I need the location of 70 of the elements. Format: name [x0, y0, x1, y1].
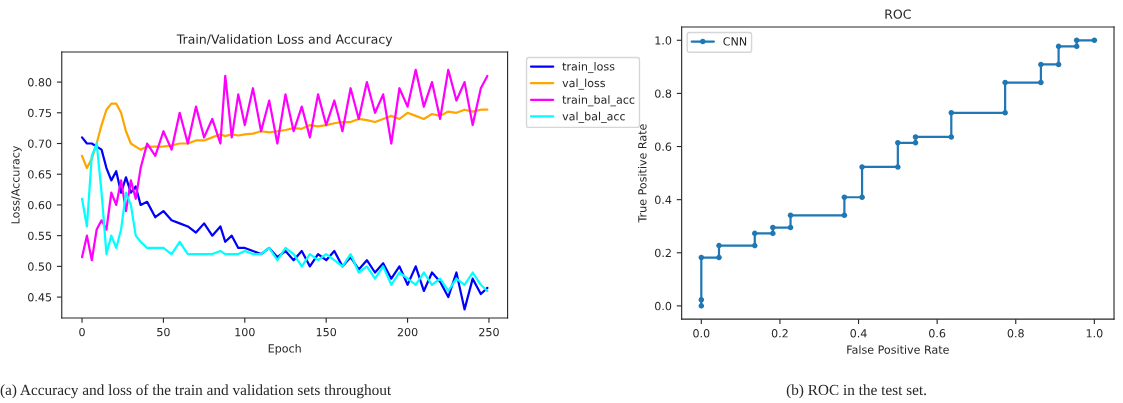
y-axis-title: True Positive Rate — [637, 124, 647, 223]
point — [948, 134, 955, 140]
y-tick-label: 0.60 — [28, 200, 52, 210]
x-axis-title: False Positive Rate — [847, 345, 949, 354]
point — [770, 230, 776, 237]
point — [859, 194, 865, 201]
y-tick-label: 0.55 — [28, 231, 52, 241]
chart-title: Train/Validation Loss and Accuracy — [176, 34, 393, 47]
x-tick-label: 0.8 — [1007, 329, 1024, 338]
y-tick-label: 0.80 — [28, 78, 52, 87]
x-tick-label: 0.2 — [771, 329, 788, 338]
point — [1055, 61, 1062, 68]
legend-label: val_loss — [562, 78, 606, 90]
line-series — [80, 68, 489, 262]
point — [1002, 79, 1008, 86]
x-tick-label: 0.4 — [850, 329, 867, 338]
point — [698, 303, 705, 309]
x-tick-label: 50 — [157, 327, 170, 337]
y-tick-label: 0.2 — [655, 248, 671, 258]
point — [895, 164, 901, 170]
y-tick-label: 0.4 — [655, 195, 672, 205]
y-tick-label: 0.70 — [28, 139, 52, 148]
point — [698, 297, 705, 303]
point — [698, 254, 705, 261]
point — [912, 134, 919, 140]
x-tick-label: 0.6 — [929, 329, 946, 338]
y-tick-label: 0.8 — [655, 89, 672, 98]
y-tick-label: 0.50 — [28, 262, 52, 271]
point — [787, 212, 794, 219]
x-tick-label: 1.0 — [1086, 329, 1103, 338]
y-axis-title: Loss/Accuracy — [11, 145, 22, 224]
point — [1073, 43, 1080, 50]
legend-label: CNN — [723, 37, 747, 46]
legend-label: train_bal_acc — [562, 95, 635, 107]
legend-label: val_bal_acc — [562, 111, 625, 123]
y-tick-label: 0.0 — [655, 301, 672, 311]
chart-title: ROC — [885, 9, 911, 19]
point — [948, 110, 955, 116]
x-tick-label: 100 — [235, 327, 255, 337]
point — [895, 140, 901, 146]
y-tick-label: 0.6 — [655, 142, 672, 151]
x-tick-label: 250 — [479, 327, 499, 337]
point — [716, 242, 722, 249]
point — [1091, 37, 1098, 44]
x-tick-label: 200 — [397, 327, 418, 337]
point — [841, 212, 848, 219]
point — [770, 224, 776, 231]
point — [912, 140, 919, 146]
legend-label: train_loss — [562, 61, 615, 74]
point — [1073, 37, 1080, 44]
text: (a) Accuracy and loss of the train and validation sets throughout — [0, 384, 392, 399]
text: (b) ROC in the test set. — [786, 384, 926, 399]
point — [751, 242, 758, 249]
x-tick-label: 150 — [316, 327, 337, 337]
y-tick-label: 0.75 — [28, 108, 52, 118]
x-axis-title: Epoch — [268, 344, 301, 355]
point — [1002, 110, 1008, 116]
point — [751, 230, 758, 237]
y-tick-label: 0.65 — [28, 170, 52, 179]
point — [841, 194, 848, 201]
x-tick-label: 0.0 — [693, 329, 710, 338]
point — [716, 254, 722, 261]
point — [859, 164, 865, 170]
line-series — [80, 102, 489, 170]
x-tick-label: 0 — [79, 327, 85, 337]
point — [1055, 43, 1062, 50]
point — [1038, 61, 1044, 68]
point — [1038, 79, 1044, 86]
y-tick-label: 1.0 — [655, 36, 672, 45]
y-tick-label: 0.45 — [28, 293, 52, 302]
